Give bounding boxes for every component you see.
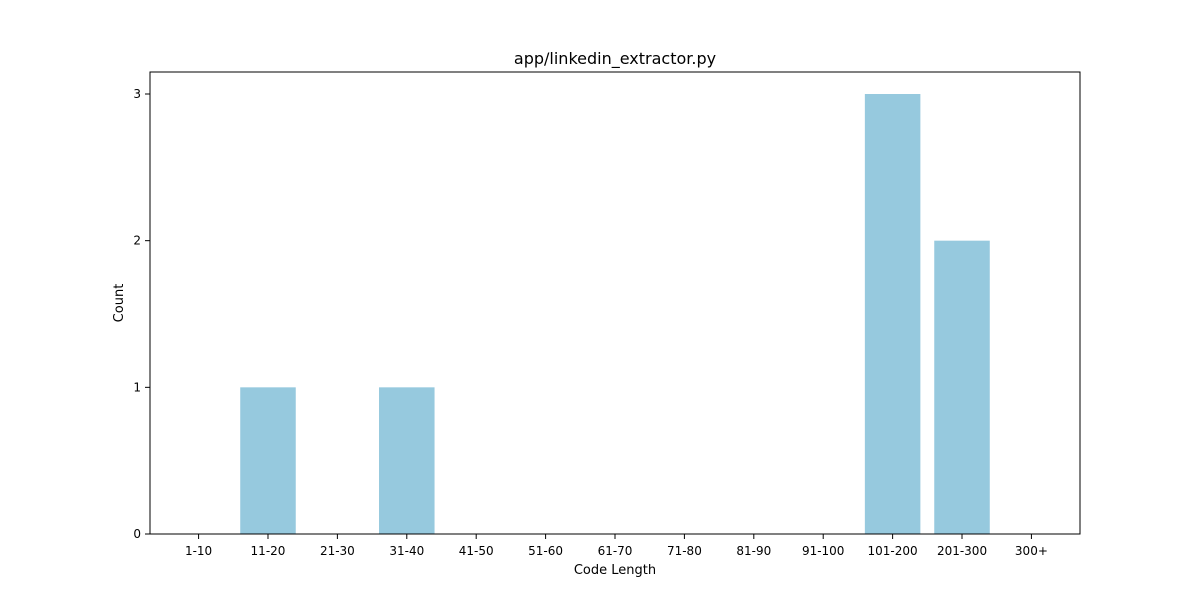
bar-201-300 (934, 240, 990, 534)
x-tick-label: 101-200 (868, 544, 918, 558)
y-tick-label: 0 (133, 527, 141, 541)
chart-title: app/linkedin_extractor.py (514, 49, 716, 69)
x-axis: 1-10 11-20 21-30 31-40 41-50 51-60 61-70 71-80 8… (185, 534, 1048, 558)
y-tick-label: 3 (133, 87, 141, 101)
x-tick-label: 91-100 (802, 544, 845, 558)
y-axis: 0 1 2 3 (133, 87, 150, 541)
x-tick-label: 81-90 (736, 544, 771, 558)
x-tick-label: 51-60 (528, 544, 563, 558)
x-tick-label: 41-50 (459, 544, 494, 558)
y-tick-label: 1 (133, 380, 141, 394)
bar-31-40 (379, 387, 435, 534)
x-tick-label: 201-300 (937, 544, 987, 558)
x-tick-label: 61-70 (598, 544, 633, 558)
y-tick-label: 2 (133, 234, 141, 248)
x-tick-label: 300+ (1015, 544, 1048, 558)
x-tick-label: 1-10 (185, 544, 212, 558)
bars-layer (240, 94, 990, 534)
bar-101-200 (864, 94, 921, 534)
x-tick-label: 31-40 (389, 544, 424, 558)
x-axis-label: Code Length (574, 563, 656, 578)
bar-11-20 (240, 387, 296, 534)
y-axis-label: Count (112, 284, 127, 323)
x-tick-label: 71-80 (667, 544, 702, 558)
x-tick-label: 11-20 (251, 544, 286, 558)
x-tick-label: 21-30 (320, 544, 355, 558)
